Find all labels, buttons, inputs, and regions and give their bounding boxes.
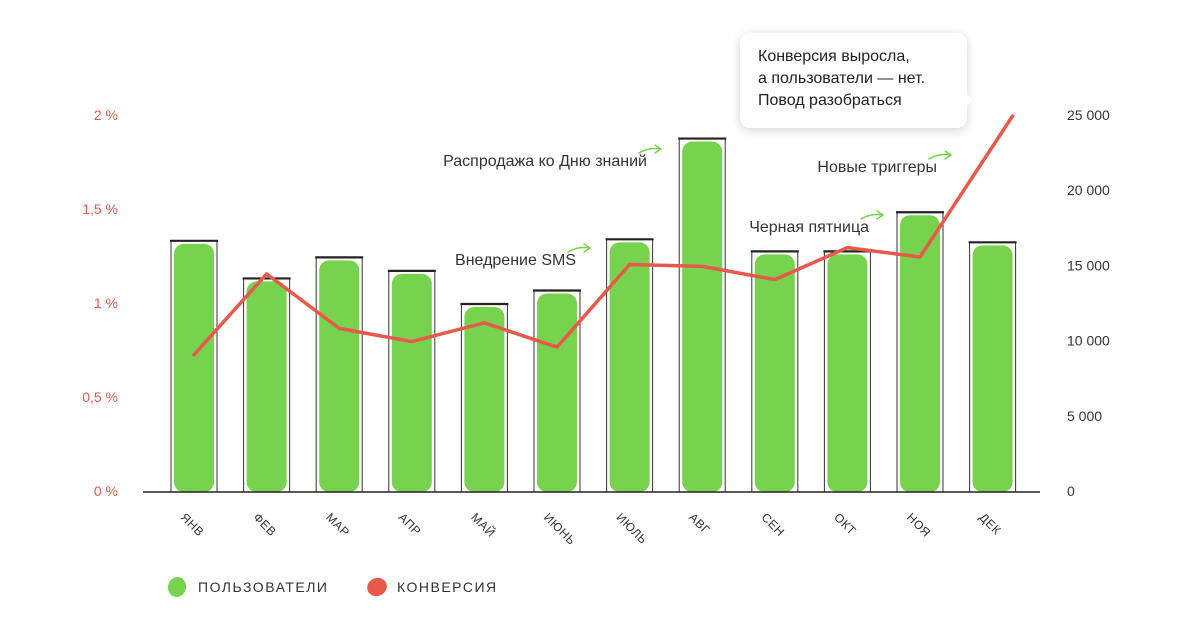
annotation-arrow-icon (928, 150, 953, 160)
bar-group (750, 250, 799, 493)
bar-group (533, 289, 581, 493)
y-left-tick-label: 1,5 % (82, 201, 118, 217)
legend-item-conversion: КОНВЕРСИЯ (367, 577, 498, 597)
bar-group (242, 277, 291, 493)
bar (464, 307, 505, 492)
legend: ПОЛЬЗОВАТЕЛИ КОНВЕРСИЯ (167, 577, 498, 597)
callout-line-2: а пользователи — нет. (758, 70, 926, 87)
y-right-tick-label: 25 000 (1067, 107, 1110, 123)
y-axis-left: 0 % 0,5 % 1 % 1,5 % 2 % (82, 107, 118, 499)
x-tick-label: ОКТ (831, 510, 859, 538)
annotation-arrow-icon (567, 243, 592, 253)
y-axis-right: 0 5 000 10 000 15 000 20 000 25 000 (1067, 107, 1110, 499)
x-tick-label: ИЮЛЬ (613, 510, 650, 547)
x-tick-label: АПР (396, 510, 424, 538)
bar (972, 245, 1013, 492)
y-left-tick-label: 0,5 % (82, 389, 118, 405)
bar (609, 242, 650, 492)
x-tick-label: ФЕВ (250, 510, 279, 539)
annotations-layer: Внедрение SMS Распродажа ко Дню знаний Чер… (443, 144, 953, 269)
callout-line-1: Конверсия выросла, (758, 48, 910, 65)
x-tick-label: СЕН (759, 510, 788, 539)
legend-swatch-users (167, 577, 187, 597)
annotation-arrow-icon (860, 210, 885, 220)
bar (537, 293, 577, 492)
legend-label-conversion: КОНВЕРСИЯ (397, 579, 498, 595)
y-right-tick-label: 10 000 (1067, 333, 1110, 349)
bar-group (605, 238, 654, 493)
conversion-line (192, 114, 1015, 357)
bar (900, 215, 940, 493)
bar-group (460, 302, 509, 493)
bar (174, 243, 214, 492)
y-right-tick-label: 0 (1067, 483, 1075, 499)
y-left-tick-label: 1 % (94, 295, 118, 311)
x-tick-label: АВГ (686, 510, 713, 537)
bar (246, 281, 287, 492)
bar (319, 260, 360, 492)
annotation-label: Новые триггеры (817, 159, 937, 176)
bar-group (678, 137, 727, 493)
bar (682, 141, 723, 492)
callout-tail (965, 93, 974, 107)
bar (754, 254, 795, 492)
annotation-label: Распродажа ко Дню знаний (443, 153, 647, 170)
y-right-tick-label: 15 000 (1067, 257, 1110, 273)
y-right-tick-label: 20 000 (1067, 182, 1110, 198)
x-tick-label: МАЙ (468, 510, 498, 540)
annotation-label: Внедрение SMS (455, 252, 576, 269)
annotation-label: Черная пятница (749, 219, 869, 236)
annotation: Распродажа ко Дню знаний (443, 144, 663, 170)
legend-swatch-conversion (367, 577, 387, 597)
annotation-arrow-icon (638, 144, 663, 154)
bar (827, 254, 868, 492)
bars-layer (170, 137, 1017, 493)
y-left-tick-label: 0 % (94, 483, 118, 499)
legend-label-users: ПОЛЬЗОВАТЕЛИ (198, 579, 328, 595)
bar-group (896, 211, 944, 493)
bar-group (170, 239, 218, 493)
bar (391, 273, 432, 492)
y-right-tick-label: 5 000 (1067, 408, 1102, 424)
x-tick-label: ЯНВ (178, 510, 207, 539)
bar-group (823, 250, 872, 493)
bar-group (968, 241, 1017, 493)
x-tick-label: ДЕК (976, 510, 1003, 537)
callout-tooltip: Конверсия выросла, а пользователи — нет.… (740, 33, 974, 128)
x-tick-label: ИЮНЬ (541, 510, 579, 548)
legend-item-users: ПОЛЬЗОВАТЕЛИ (167, 577, 328, 597)
x-tick-label: МАР (323, 510, 352, 539)
annotation: Внедрение SMS (455, 243, 592, 269)
annotation: Черная пятница (749, 210, 885, 236)
x-axis-labels: ЯНВ ФЕВ МАР АПР МАЙ ИЮНЬ ИЮЛЬ АВГ СЕН ОКТ НОЯ ДЕК (178, 510, 1004, 548)
y-left-tick-label: 2 % (94, 107, 118, 123)
bar-group (315, 256, 364, 493)
callout-line-3: Повод разобраться (758, 92, 902, 109)
x-tick-label: НОЯ (904, 510, 934, 540)
annotation: Новые триггеры (817, 150, 953, 176)
bar-group (387, 269, 436, 493)
